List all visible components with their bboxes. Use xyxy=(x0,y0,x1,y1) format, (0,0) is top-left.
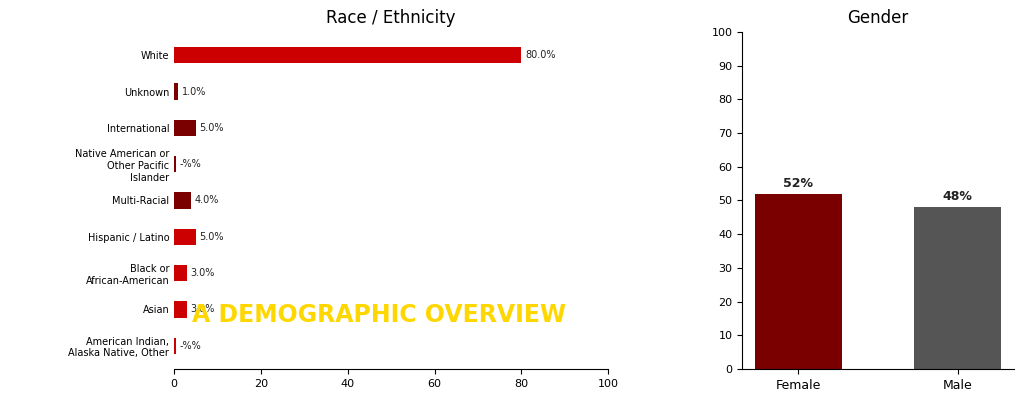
Title: Race / Ethnicity: Race / Ethnicity xyxy=(327,10,456,27)
Bar xyxy=(174,83,178,100)
Text: 3.0%: 3.0% xyxy=(190,304,215,314)
Bar xyxy=(174,47,521,64)
Bar xyxy=(174,192,191,209)
Text: UNVEILING MIAMI UNIVERSITY'S STUDENT BODY:: UNVEILING MIAMI UNIVERSITY'S STUDENT BOD… xyxy=(177,252,581,267)
Bar xyxy=(174,120,196,136)
Bar xyxy=(174,301,187,318)
Text: -%%: -%% xyxy=(179,159,201,169)
Bar xyxy=(174,265,187,281)
Text: 4.0%: 4.0% xyxy=(195,195,219,206)
Bar xyxy=(755,194,843,369)
Bar xyxy=(174,337,176,354)
Bar xyxy=(174,156,176,172)
Text: 5.0%: 5.0% xyxy=(200,123,224,133)
Text: 52%: 52% xyxy=(783,177,813,190)
Text: 48%: 48% xyxy=(943,190,973,203)
Text: A DEMOGRAPHIC OVERVIEW: A DEMOGRAPHIC OVERVIEW xyxy=(191,303,566,327)
Bar xyxy=(174,229,196,245)
Text: 3.0%: 3.0% xyxy=(190,268,215,278)
Text: 80.0%: 80.0% xyxy=(525,50,555,60)
Bar xyxy=(913,207,1001,369)
Text: 1.0%: 1.0% xyxy=(182,87,206,96)
Title: Gender: Gender xyxy=(848,10,908,27)
Text: -%%: -%% xyxy=(179,341,201,351)
Text: 5.0%: 5.0% xyxy=(200,232,224,242)
